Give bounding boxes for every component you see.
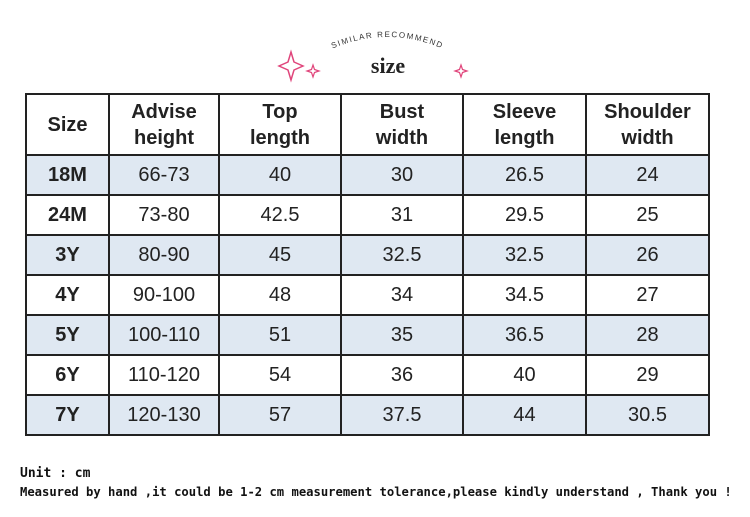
- table-cell: 40: [218, 154, 342, 196]
- column-header: Bust width: [340, 93, 464, 156]
- size-cell: 18M: [25, 154, 110, 196]
- table-cell: 51: [218, 314, 342, 356]
- table-cell: 25: [585, 194, 710, 236]
- table-row: 3Y 80-90 45 32.5 32.5 26: [25, 234, 710, 276]
- table-cell: 30.5: [585, 394, 710, 436]
- table-cell: 90-100: [108, 274, 220, 316]
- size-cell: 6Y: [25, 354, 110, 396]
- table-cell: 28: [585, 314, 710, 356]
- size-cell: 5Y: [25, 314, 110, 356]
- header-row: Size Advise height Top length Bust width Sle…: [25, 93, 710, 156]
- table-cell: 26.5: [462, 154, 587, 196]
- table-cell: 66-73: [108, 154, 220, 196]
- arc-text-path: SIMILAR RECOMMEND: [330, 30, 444, 50]
- table-cell: 32.5: [462, 234, 587, 276]
- table-cell: 54: [218, 354, 342, 396]
- table-cell: 80-90: [108, 234, 220, 276]
- table-row: 24M 73-80 42.5 31 29.5 25: [25, 194, 710, 236]
- table-cell: 110-120: [108, 354, 220, 396]
- table-cell: 27: [585, 274, 710, 316]
- table-row: 5Y 100-110 51 35 36.5 28: [25, 314, 710, 356]
- table-cell: 31: [340, 194, 464, 236]
- table-cell: 36: [340, 354, 464, 396]
- star: [453, 63, 469, 79]
- column-header: Advise height: [108, 93, 220, 156]
- size-table: Size Advise height Top length Bust width Sle…: [25, 93, 710, 436]
- star: [277, 49, 305, 83]
- table-row: 7Y 120-130 57 37.5 44 30.5: [25, 394, 710, 436]
- table-cell: 36.5: [462, 314, 587, 356]
- table-cell: 24: [585, 154, 710, 196]
- header-title: size: [371, 53, 405, 78]
- arc-text: SIMILAR RECOMMEND: [330, 30, 445, 50]
- column-header: Size: [25, 93, 110, 156]
- table-cell: 29: [585, 354, 710, 396]
- size-cell: 4Y: [25, 274, 110, 316]
- table-cell: 48: [218, 274, 342, 316]
- table-row: 4Y 90-100 48 34 34.5 27: [25, 274, 710, 316]
- table-cell: 34: [340, 274, 464, 316]
- table-row: 6Y 110-120 54 36 40 29: [25, 354, 710, 396]
- table-cell: 44: [462, 394, 587, 436]
- unit-note: Unit : cm: [20, 466, 91, 481]
- table-cell: 29.5: [462, 194, 587, 236]
- table-cell: 45: [218, 234, 342, 276]
- table-cell: 30: [340, 154, 464, 196]
- star: [305, 63, 321, 79]
- size-cell: 24M: [25, 194, 110, 236]
- column-header: Sleeve length: [462, 93, 587, 156]
- table-cell: 35: [340, 314, 464, 356]
- table-cell: 57: [218, 394, 342, 436]
- table-cell: 42.5: [218, 194, 342, 236]
- column-header: Top length: [218, 93, 342, 156]
- table-cell: 40: [462, 354, 587, 396]
- header-decoration: SIMILAR RECOMMEND size: [277, 30, 469, 83]
- column-header: Shoulder width: [585, 93, 710, 156]
- table-cell: 120-130: [108, 394, 220, 436]
- size-cell: 3Y: [25, 234, 110, 276]
- size-cell: 7Y: [25, 394, 110, 436]
- table-cell: 100-110: [108, 314, 220, 356]
- table-cell: 26: [585, 234, 710, 276]
- table-row: 18M 66-73 40 30 26.5 24: [25, 154, 710, 196]
- table-cell: 37.5: [340, 394, 464, 436]
- table-cell: 34.5: [462, 274, 587, 316]
- table-cell: 73-80: [108, 194, 220, 236]
- tolerance-note: Measured by hand ,it could be 1-2 cm mea…: [20, 485, 732, 499]
- table-cell: 32.5: [340, 234, 464, 276]
